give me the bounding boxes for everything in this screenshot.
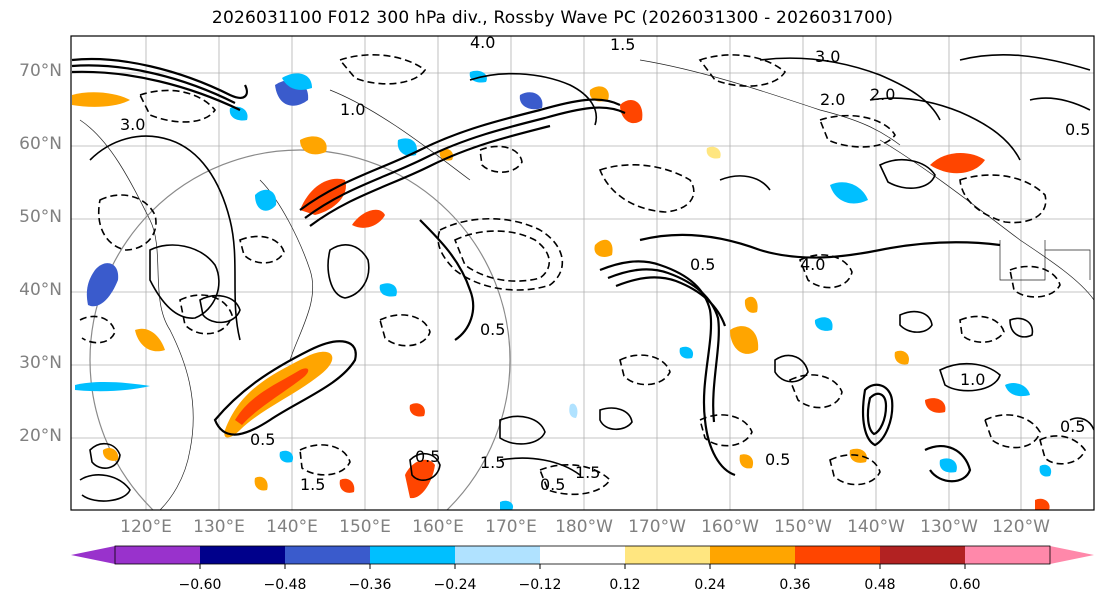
contour-label: 1.5 [480, 453, 505, 472]
contour-label: 0.5 [415, 447, 440, 466]
divergence-shading [72, 70, 1052, 510]
contour-label: 0.5 [250, 430, 275, 449]
lon-label-170e: 170°E [485, 517, 537, 537]
contour-label: 1.5 [575, 463, 600, 482]
colorbar-tick-label: 0.60 [949, 577, 981, 593]
colorbar-tick-label: −0.36 [348, 577, 392, 593]
reference-ring [89, 149, 511, 510]
colorbar-segment [880, 546, 965, 564]
contour-label: 3.0 [815, 47, 840, 66]
coastlines [79, 59, 1094, 510]
lon-label-180w: 180°W [555, 517, 613, 537]
contour-label: 1.0 [340, 100, 365, 119]
lat-label-50n: 50°N [19, 207, 62, 227]
colorbar-segment [285, 546, 370, 564]
colorbar-segment [795, 546, 880, 564]
colorbar-segment [455, 546, 540, 564]
colorbar-extend-max [1050, 546, 1094, 564]
lon-label-120e: 120°E [120, 517, 172, 537]
colorbar-segment [370, 546, 455, 564]
colorbar-extend-min [71, 546, 115, 564]
lat-label-60n: 60°N [19, 134, 62, 154]
colorbar-outline [114, 545, 1051, 565]
colorbar-tick-label: −0.48 [263, 577, 307, 593]
contour-label: 4.0 [470, 33, 495, 52]
colorbar-tick-label: 0.12 [609, 577, 641, 593]
colorbar [71, 545, 1094, 569]
contour-label: 0.5 [480, 320, 505, 339]
contour-lines [71, 54, 1094, 502]
colorbar-tick-label: −0.12 [518, 577, 562, 593]
contour-label: 0.5 [690, 255, 715, 274]
lat-label-30n: 30°N [19, 353, 62, 373]
colorbar-segment [115, 546, 200, 564]
lon-label-130e: 130°E [193, 517, 245, 537]
lon-label-140e: 140°E [266, 517, 318, 537]
lon-label-170w: 170°W [628, 517, 686, 537]
colorbar-tick-label: 0.36 [779, 577, 811, 593]
contour-label: 0.5 [1065, 120, 1090, 139]
contour-label: 1.5 [610, 35, 635, 54]
colorbar-tick-label: −0.24 [433, 577, 477, 593]
colorbar-segment [625, 546, 710, 564]
lat-label-40n: 40°N [19, 280, 62, 300]
colorbar-segment [710, 546, 795, 564]
contour-label: 2.0 [820, 90, 845, 109]
colorbar-segment [200, 546, 285, 564]
lon-label-120w: 120°W [992, 517, 1050, 537]
lon-label-150w: 150°W [774, 517, 832, 537]
contour-label: 4.0 [800, 255, 825, 274]
contour-label: 3.0 [120, 115, 145, 134]
contour-label-layer: 4.0 1.5 3.0 2.0 0.5 1.0 0.5 2.0 3.0 0.5 1.5 0.5 4.0 1… [120, 33, 1090, 494]
map-border [70, 35, 1095, 511]
graticule-grid [71, 36, 1094, 510]
lon-label-160w: 160°W [701, 517, 759, 537]
lon-label-130w: 130°W [920, 517, 978, 537]
lat-label-70n: 70°N [19, 61, 62, 81]
lon-label-150e: 150°E [339, 517, 391, 537]
contour-label: 0.5 [765, 450, 790, 469]
colorbar-tick-label: 0.48 [864, 577, 896, 593]
lon-label-140w: 140°W [847, 517, 905, 537]
map-frame [71, 36, 1094, 510]
lon-label-160e: 160°E [412, 517, 464, 537]
contour-label: 0.5 [1060, 417, 1085, 436]
contour-label: 2.0 [870, 85, 895, 104]
colorbar-tick-label: −0.60 [178, 577, 222, 593]
contour-label: 1.5 [300, 475, 325, 494]
contour-label: 1.0 [960, 370, 985, 389]
colorbar-segment [540, 546, 625, 564]
colorbar-segment [965, 546, 1050, 564]
contour-label: 0.5 [540, 475, 565, 494]
colorbar-tick-label: 0.24 [694, 577, 726, 593]
map-title: 2026031100 F012 300 hPa div., Rossby Wav… [211, 8, 894, 28]
lat-label-20n: 20°N [19, 426, 62, 446]
